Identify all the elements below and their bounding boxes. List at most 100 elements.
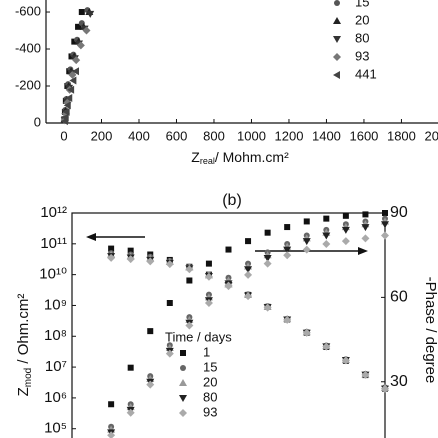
label-part: Z <box>191 149 200 165</box>
y-tick-label: 10⁵ <box>44 420 67 437</box>
marker <box>75 23 82 30</box>
marker <box>322 239 331 248</box>
marker <box>165 349 174 358</box>
marker <box>244 270 253 279</box>
y-tick-label: 10⁸ <box>44 327 67 344</box>
marker <box>63 101 71 110</box>
label-sub: real <box>200 156 215 166</box>
marker <box>225 246 232 253</box>
marker <box>126 408 135 417</box>
marker <box>283 251 292 260</box>
y2-tick-label: 90 <box>390 204 408 221</box>
marker <box>78 9 85 16</box>
y-tick-label: -400 <box>15 40 41 55</box>
legend-label: 1 <box>203 344 210 359</box>
y2-tick-label: 30 <box>390 373 408 390</box>
label-part: / Ohm.cm² <box>15 294 32 368</box>
marker <box>284 224 291 231</box>
arrow-head <box>358 247 368 255</box>
x-tick-label: 200 <box>91 128 113 143</box>
marker <box>68 70 77 79</box>
marker <box>382 210 388 216</box>
marker <box>263 259 272 268</box>
marker <box>224 282 233 291</box>
legend-label: 80 <box>203 389 217 404</box>
marker <box>323 215 330 222</box>
marker <box>71 67 79 76</box>
marker <box>205 260 212 267</box>
marker <box>245 238 252 245</box>
marker <box>82 26 91 35</box>
chart-title: (b) <box>222 192 242 209</box>
marker <box>263 303 272 312</box>
y-tick-label: 0 <box>34 114 41 129</box>
marker <box>186 277 193 284</box>
marker <box>69 76 77 85</box>
y-tick-label: 10⁶ <box>44 389 67 406</box>
x-tick-label: 400 <box>128 128 150 143</box>
legend-label: 93 <box>203 404 217 419</box>
x-tick-label: 1400 <box>312 128 341 143</box>
x-tick-label: 1600 <box>349 128 378 143</box>
x-tick-label: 800 <box>203 128 225 143</box>
y-tick-label: -200 <box>15 77 41 92</box>
legend-marker <box>333 71 340 79</box>
marker <box>185 321 194 330</box>
y-tick-label: 10⁹ <box>44 296 67 313</box>
marker <box>263 255 272 262</box>
legend-marker <box>180 365 186 371</box>
marker <box>341 237 350 246</box>
y-tick-label: 10⁷ <box>45 358 67 375</box>
arrow-head <box>86 233 96 241</box>
x-tick-label: 600 <box>166 128 188 143</box>
marker <box>303 218 310 225</box>
marker <box>107 431 116 438</box>
marker <box>361 224 370 232</box>
legend-label: 20 <box>203 374 217 389</box>
x-tick-label: 1000 <box>237 128 266 143</box>
marker <box>127 364 134 371</box>
marker <box>72 56 81 65</box>
marker <box>302 328 311 337</box>
y-axis-label: Zmod / Ohm.cm² <box>15 294 34 397</box>
marker <box>244 266 253 274</box>
legend-marker <box>334 0 340 6</box>
marker <box>126 255 135 264</box>
legend-label: 20 <box>355 12 369 27</box>
y-tick-label: -600 <box>15 3 41 18</box>
marker <box>361 234 370 243</box>
legend-label: 15 <box>355 0 369 9</box>
marker <box>86 10 95 18</box>
marker <box>381 221 389 229</box>
marker <box>362 211 369 218</box>
marker <box>147 328 154 335</box>
marker <box>62 107 70 116</box>
legend-marker <box>180 350 186 356</box>
marker <box>67 85 75 94</box>
y-tick-label: 10¹¹ <box>40 235 67 252</box>
y2-axis-label: -Phase / degree <box>422 277 438 384</box>
x-axis-label: Zreal/ Mohm.cm² <box>191 149 289 167</box>
marker <box>302 245 311 254</box>
legend-label: 15 <box>203 359 217 374</box>
legend-label: 441 <box>355 66 377 81</box>
marker <box>146 380 155 389</box>
legend-marker <box>179 409 187 417</box>
label-sub: mod <box>23 368 34 387</box>
arrow-right <box>255 247 368 255</box>
label-part: Z <box>15 387 32 396</box>
marker <box>302 238 311 246</box>
marker <box>361 370 370 379</box>
marker <box>127 247 134 254</box>
legend-marker <box>333 17 341 24</box>
marker <box>322 342 331 351</box>
marker <box>381 384 389 393</box>
marker <box>185 265 194 274</box>
legend-marker <box>179 395 187 402</box>
marker <box>61 113 69 122</box>
marker <box>342 212 349 219</box>
marker <box>204 272 213 281</box>
